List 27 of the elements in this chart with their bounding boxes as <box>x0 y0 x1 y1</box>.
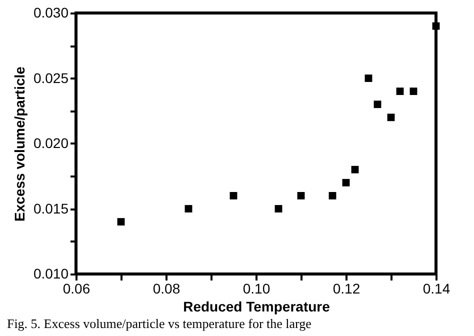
point <box>396 88 404 96</box>
y-axis-title: Excess volume/particle <box>11 66 28 222</box>
point <box>328 192 336 200</box>
point <box>364 74 372 82</box>
point <box>117 218 125 226</box>
point <box>297 192 305 200</box>
point <box>230 192 238 200</box>
point <box>387 114 395 122</box>
point <box>351 166 359 174</box>
y-tick-label: 0.030 <box>33 4 69 20</box>
point <box>274 205 282 212</box>
x-tick-label: 0.08 <box>152 280 180 296</box>
x-tick-label: 0.12 <box>332 280 360 296</box>
y-tick-label: 0.015 <box>33 200 69 216</box>
y-tick-label: 0.020 <box>33 135 69 151</box>
point <box>342 178 350 186</box>
point <box>184 205 192 212</box>
y-tick-label: 0.025 <box>33 70 69 86</box>
point <box>374 100 382 108</box>
x-tick-label: 0.06 <box>62 280 90 296</box>
x-tick-label: 0.14 <box>422 280 450 296</box>
x-tick-label: 0.10 <box>242 280 270 296</box>
y-tick-label: 0.010 <box>33 266 69 282</box>
x-axis-title: Reduced Temperature <box>183 298 330 314</box>
caption: Fig. 5. Excess volume/particle vs temperature for the large <box>6 316 312 331</box>
point <box>432 22 440 30</box>
point <box>410 88 418 96</box>
